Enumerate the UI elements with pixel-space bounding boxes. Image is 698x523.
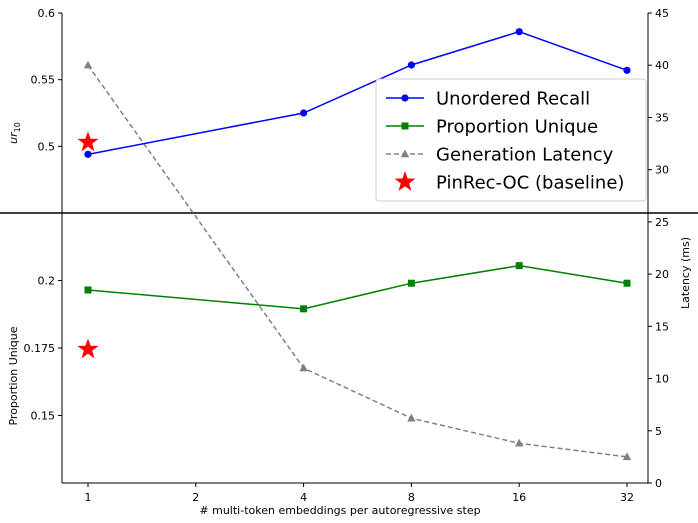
unique-series-point: [300, 305, 308, 313]
recall-series-point: [515, 28, 523, 36]
top-y-tick-label: 0.55: [31, 74, 56, 87]
top-y-tick-label: 0.5: [38, 140, 56, 153]
baseline-star-bottom: [77, 338, 99, 359]
recall-series-point: [623, 66, 631, 74]
right-y-axis-label: Latency (ms): [679, 237, 692, 309]
x-tick-label: 32: [620, 491, 634, 504]
bottom-y-axis-label: Proportion Unique: [7, 326, 20, 425]
right-y-tick-label: 10: [655, 373, 669, 386]
legend-label: Generation Latency: [436, 145, 614, 166]
top-y-tick-label: 0.6: [38, 7, 56, 20]
right-y-tick-label: 40: [655, 59, 669, 72]
legend-label: Proportion Unique: [436, 117, 598, 138]
bottom-y-tick-label: 0.175: [24, 342, 56, 355]
latency-series-point: [515, 438, 524, 447]
recall-series-point: [300, 109, 308, 117]
recall-series-point: [84, 150, 92, 158]
latency-series-point: [83, 60, 93, 69]
x-tick-label: 4: [300, 491, 307, 504]
right-y-tick-label: 5: [655, 425, 662, 438]
legend-baseline-marker: [394, 171, 416, 191]
right-y-tick-label: 0: [655, 477, 662, 490]
right-y-tick-label: 30: [655, 164, 669, 177]
unique-series-point: [407, 279, 415, 287]
x-tick-label: 8: [408, 491, 415, 504]
legend-box: [375, 78, 647, 202]
unique-series-point: [84, 286, 92, 294]
right-y-tick-label: 20: [655, 268, 669, 281]
right-y-tick-label: 35: [655, 111, 669, 124]
latency-series-point: [622, 452, 632, 461]
right-y-tick-label: 25: [655, 216, 669, 229]
unique-series-point: [515, 262, 523, 270]
top-y-axis-label-subscript: 10: [13, 122, 22, 132]
top-y-axis-label: ur10: [7, 122, 22, 144]
top-y-axis-label-main: ur: [7, 131, 20, 144]
legend-recall-marker: [401, 94, 409, 102]
bottom-y-tick-label: 0.2: [38, 275, 56, 288]
latency-series-point: [407, 413, 416, 422]
legend-unique-marker: [401, 122, 409, 130]
right-y-tick-label: 15: [655, 320, 669, 333]
legend-label: Unordered Recall: [436, 89, 590, 110]
baseline-star-top: [77, 131, 99, 152]
legend-label: PinRec-OC (baseline): [436, 173, 624, 194]
right-y-tick-label: 45: [655, 7, 669, 20]
recall-series-point: [407, 61, 415, 69]
x-tick-label: 16: [512, 491, 526, 504]
unique-series-line: [87, 264, 628, 310]
x-axis-label: # multi-token embeddings per autoregress…: [199, 504, 480, 517]
unique-series-point: [623, 279, 631, 287]
x-tick-label: 2: [192, 491, 199, 504]
x-tick-label: 1: [85, 491, 92, 504]
bottom-y-tick-label: 0.15: [31, 410, 56, 423]
legend-latency-marker: [400, 149, 410, 158]
latency-series-point: [299, 363, 308, 372]
